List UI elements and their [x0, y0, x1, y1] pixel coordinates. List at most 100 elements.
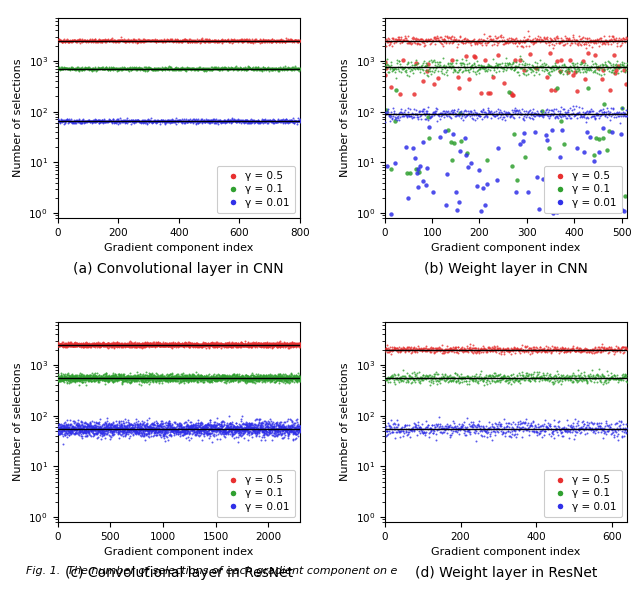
Point: [421, 422, 431, 432]
Point: [141, 63, 151, 73]
Point: [126, 116, 136, 125]
Point: [222, 339, 232, 349]
Point: [111, 338, 122, 348]
Point: [298, 117, 308, 127]
Point: [134, 338, 144, 348]
Point: [218, 116, 228, 125]
Point: [166, 426, 177, 436]
Point: [487, 370, 497, 380]
Point: [525, 370, 536, 379]
Point: [168, 424, 179, 433]
Point: [296, 64, 306, 74]
Point: [588, 425, 598, 434]
Point: [488, 371, 498, 381]
Point: [90, 370, 100, 380]
Point: [95, 340, 105, 350]
Point: [303, 37, 314, 46]
Point: [228, 64, 238, 73]
Point: [548, 37, 559, 46]
Point: [234, 65, 244, 74]
Point: [515, 370, 525, 380]
Point: [595, 421, 605, 431]
Point: [59, 340, 69, 350]
Point: [72, 340, 83, 349]
Point: [382, 430, 392, 440]
Point: [102, 422, 112, 431]
Point: [104, 116, 115, 125]
Point: [82, 118, 92, 127]
Point: [92, 374, 102, 383]
Point: [409, 426, 419, 436]
Point: [481, 379, 492, 389]
Point: [159, 426, 170, 436]
Point: [61, 419, 71, 429]
Point: [230, 35, 241, 45]
Point: [280, 65, 291, 74]
Point: [282, 35, 292, 45]
Point: [54, 374, 64, 383]
Point: [81, 427, 92, 437]
Point: [308, 64, 319, 74]
Point: [263, 374, 273, 383]
Point: [237, 338, 248, 347]
Point: [218, 63, 228, 73]
Point: [127, 339, 137, 349]
Point: [255, 374, 265, 383]
Point: [472, 181, 482, 191]
Point: [211, 340, 221, 349]
Point: [117, 379, 127, 389]
Point: [164, 416, 174, 426]
Point: [92, 421, 102, 431]
Point: [220, 377, 230, 386]
Point: [223, 65, 233, 75]
Point: [253, 339, 264, 349]
Point: [285, 341, 295, 350]
Point: [226, 427, 236, 437]
Point: [210, 422, 220, 431]
Point: [74, 64, 84, 74]
Point: [109, 35, 119, 45]
Point: [186, 65, 196, 74]
Point: [189, 114, 199, 124]
Point: [103, 117, 113, 127]
Point: [57, 421, 67, 431]
Point: [596, 373, 606, 382]
Point: [228, 425, 239, 434]
Point: [106, 340, 116, 350]
Point: [232, 65, 242, 75]
Point: [253, 373, 263, 383]
Point: [136, 37, 146, 46]
Point: [290, 341, 300, 350]
Point: [189, 427, 199, 436]
Point: [67, 372, 77, 382]
Point: [468, 377, 478, 386]
Point: [76, 64, 86, 74]
Point: [212, 340, 222, 349]
Point: [167, 423, 177, 433]
Point: [271, 420, 281, 430]
Point: [478, 376, 488, 386]
Point: [546, 431, 556, 441]
Point: [390, 419, 400, 428]
Point: [273, 339, 284, 349]
Point: [247, 341, 257, 350]
Point: [230, 341, 240, 350]
Point: [252, 64, 262, 74]
Point: [231, 423, 241, 433]
Point: [169, 64, 179, 73]
Point: [424, 432, 434, 442]
Point: [284, 376, 294, 386]
Point: [587, 36, 597, 46]
Point: [108, 36, 118, 46]
Point: [404, 168, 415, 178]
Point: [410, 56, 420, 65]
Point: [244, 63, 255, 73]
Point: [253, 423, 263, 433]
Point: [204, 64, 214, 73]
Point: [101, 340, 111, 350]
Point: [99, 423, 109, 433]
Point: [518, 115, 529, 124]
Point: [115, 340, 125, 350]
Point: [262, 422, 273, 431]
Point: [95, 422, 105, 432]
